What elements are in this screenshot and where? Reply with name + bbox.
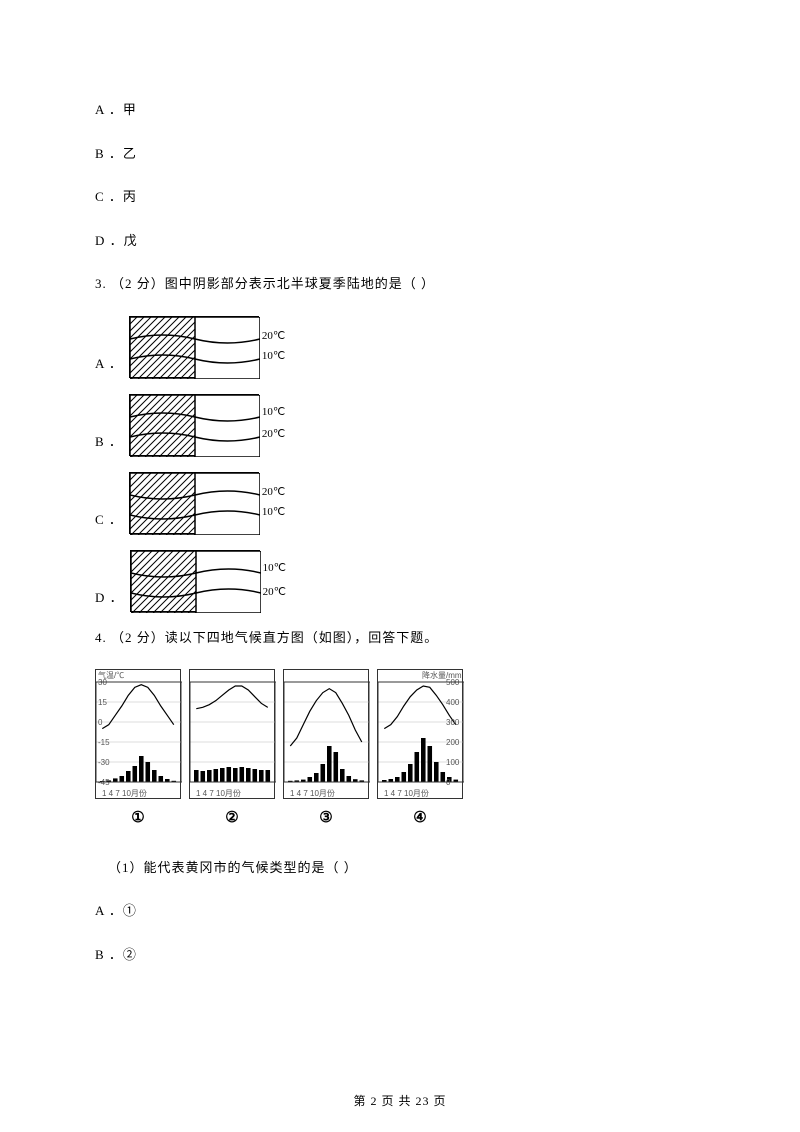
svg-text:-30: -30 [98, 758, 110, 767]
temp-label-bottom: 10℃ [262, 351, 285, 362]
option-a: A ．甲 [95, 100, 705, 120]
temp-label-bottom: 10℃ [262, 507, 285, 518]
climate-panels: 30150-15-30-45气温/℃1 4 7 10月份 1 4 7 10月份 … [95, 669, 705, 799]
temp-label-top: 10℃ [263, 563, 286, 574]
svg-text:气温/℃: 气温/℃ [98, 670, 124, 680]
q3-choice: D ． 10℃20℃ [95, 550, 705, 612]
temp-label-top: 20℃ [262, 331, 285, 342]
svg-text:300: 300 [446, 718, 460, 727]
svg-text:降水量/mm: 降水量/mm [422, 670, 462, 680]
panel-number: ① [95, 807, 181, 830]
svg-text:200: 200 [446, 738, 460, 747]
panel-number: ③ [283, 807, 369, 830]
choice-label: A ． [95, 354, 123, 378]
isotherm-diagram: 20℃10℃ [129, 472, 259, 534]
choice-label: C ． [95, 510, 123, 534]
svg-text:1 4 7 10月份: 1 4 7 10月份 [290, 788, 335, 798]
svg-text:-15: -15 [98, 738, 110, 747]
isotherm-diagram: 10℃20℃ [129, 394, 259, 456]
question-3-text: 3. （2 分）图中阴影部分表示北半球夏季陆地的是（ ） [95, 274, 705, 294]
climate-chart: 30150-15-30-45气温/℃1 4 7 10月份 [95, 669, 181, 799]
temp-label-top: 20℃ [262, 487, 285, 498]
q4-option-b: B ．② [95, 945, 705, 965]
climate-chart: 5004003002001000降水量/mm1 4 7 10月份 [377, 669, 463, 799]
isotherm-diagram: 10℃20℃ [130, 550, 260, 612]
svg-text:100: 100 [446, 758, 460, 767]
q3-choice: A ． 20℃10℃ [95, 316, 705, 378]
choice-label: B ． [95, 432, 123, 456]
option-d: D ．戊 [95, 231, 705, 251]
panel-number: ② [189, 807, 275, 830]
svg-text:1 4 7 10月份: 1 4 7 10月份 [384, 788, 429, 798]
climate-labels: ①②③④ [95, 807, 705, 830]
option-b: B ．乙 [95, 144, 705, 164]
question-4-text: 4. （2 分）读以下四地气候直方图（如图），回答下题。 [95, 628, 705, 648]
svg-text:0: 0 [98, 718, 103, 727]
choice-label: D ． [95, 588, 124, 612]
temp-label-top: 10℃ [262, 407, 285, 418]
climate-chart: 1 4 7 10月份 [283, 669, 369, 799]
temp-label-bottom: 20℃ [262, 429, 285, 440]
option-c: C ．丙 [95, 187, 705, 207]
temp-label-bottom: 20℃ [263, 587, 286, 598]
isotherm-diagram: 20℃10℃ [129, 316, 259, 378]
question-4-sub1: （1）能代表黄冈市的气候类型的是（ ） [95, 858, 705, 878]
svg-text:15: 15 [98, 698, 107, 707]
climate-chart: 1 4 7 10月份 [189, 669, 275, 799]
q3-choice: C ． 20℃10℃ [95, 472, 705, 534]
svg-text:1 4 7 10月份: 1 4 7 10月份 [102, 788, 147, 798]
svg-text:400: 400 [446, 698, 460, 707]
svg-text:1 4 7 10月份: 1 4 7 10月份 [196, 788, 241, 798]
page-footer: 第 2 页 共 23 页 [0, 1092, 800, 1110]
q4-option-a: A ．① [95, 901, 705, 921]
q3-choice: B ． 10℃20℃ [95, 394, 705, 456]
panel-number: ④ [377, 807, 463, 830]
